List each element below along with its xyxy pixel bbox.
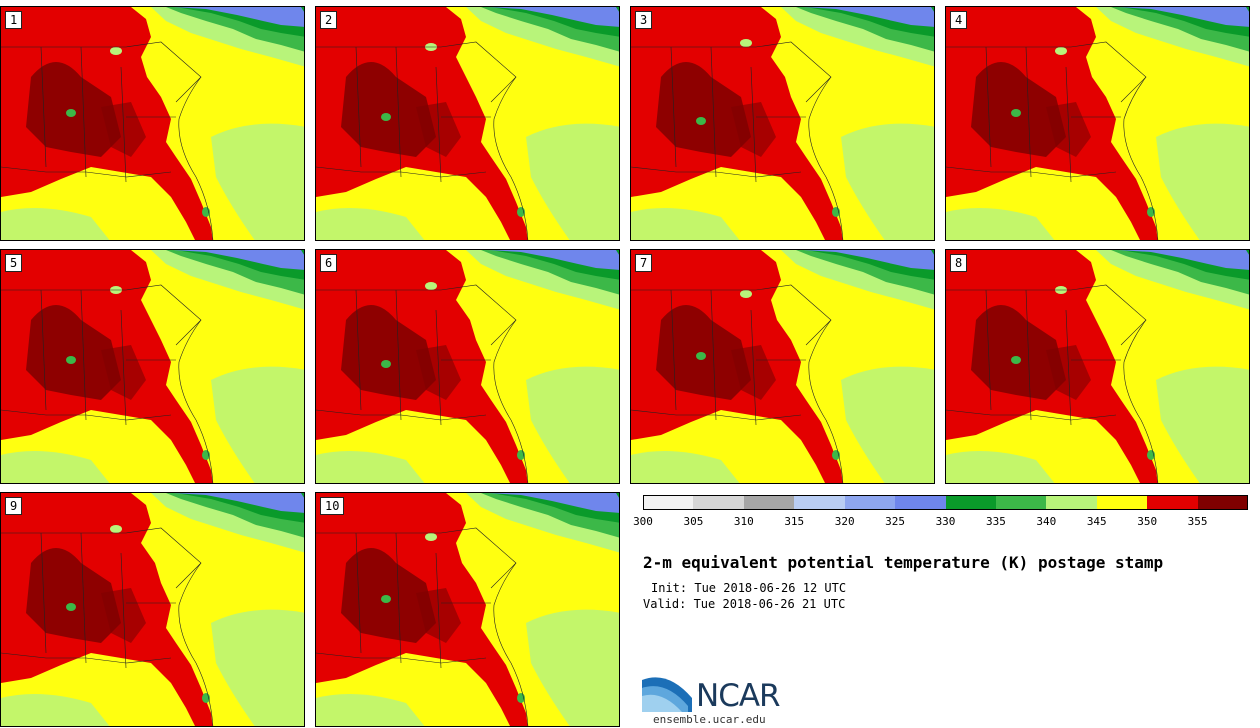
colorbar-tick-label: 345 xyxy=(1086,515,1107,528)
colorbar-tick-label: 300 xyxy=(633,515,653,528)
colorbar-tick-label: 340 xyxy=(1036,515,1057,528)
ncar-logo-text: NCAR xyxy=(696,678,781,714)
site-url: ensemble.ucar.edu xyxy=(653,713,766,726)
ncar-logo-icon xyxy=(642,677,692,712)
valid-time: Valid: Tue 2018-06-26 21 UTC xyxy=(643,597,846,611)
colorbar-swatch xyxy=(1046,495,1098,510)
colorbar-swatch xyxy=(945,495,997,510)
colorbar-swatch xyxy=(895,495,946,510)
colorbar-swatch xyxy=(844,495,896,510)
colorbar-tick-label: 355 xyxy=(1187,515,1208,528)
panel-label: 3 xyxy=(635,11,653,29)
colorbar-tick-label: 350 xyxy=(1137,515,1158,528)
colorbar-swatch xyxy=(1147,495,1199,510)
colorbar-swatch xyxy=(1197,495,1249,510)
panel-label: 4 xyxy=(950,11,968,29)
map-panel-8: 8 xyxy=(945,249,1250,484)
colorbar-tick-label: 315 xyxy=(784,515,805,528)
colorbar-swatch xyxy=(693,495,745,510)
map-panel-7: 7 xyxy=(630,249,935,484)
panel-label: 9 xyxy=(5,497,23,515)
map-panel-1: 1 xyxy=(0,6,305,241)
map-panel-9: 9 xyxy=(0,492,305,727)
map-panel-5: 5 xyxy=(0,249,305,484)
colorbar-swatch xyxy=(794,495,846,510)
panel-label: 5 xyxy=(5,254,23,272)
colorbar-tick-label: 330 xyxy=(935,515,956,528)
panel-label: 10 xyxy=(320,497,345,515)
colorbar-swatch xyxy=(643,495,694,510)
map-panel-6: 6 xyxy=(315,249,620,484)
panel-label: 1 xyxy=(5,11,23,29)
panel-label: 2 xyxy=(320,11,338,29)
panel-label: 7 xyxy=(635,254,653,272)
colorbar-tick-label: 325 xyxy=(885,515,906,528)
panel-label: 6 xyxy=(320,254,338,272)
colorbar-swatch xyxy=(995,495,1047,510)
map-panel-4: 4 xyxy=(945,6,1250,241)
panel-label: 8 xyxy=(950,254,968,272)
map-panel-2: 2 xyxy=(315,6,620,241)
colorbar-tick-label: 335 xyxy=(985,515,1006,528)
colorbar-tick-label: 305 xyxy=(683,515,704,528)
init-time: Init: Tue 2018-06-26 12 UTC xyxy=(651,581,847,595)
map-panel-10: 10 xyxy=(315,492,620,727)
colorbar-tick-label: 310 xyxy=(733,515,754,528)
colorbar-swatch xyxy=(743,495,795,510)
colorbar-swatch xyxy=(1096,495,1148,510)
colorbar-tick-label: 320 xyxy=(834,515,855,528)
figure-title: 2-m equivalent potential temperature (K)… xyxy=(643,553,1164,572)
map-panel-3: 3 xyxy=(630,6,935,241)
